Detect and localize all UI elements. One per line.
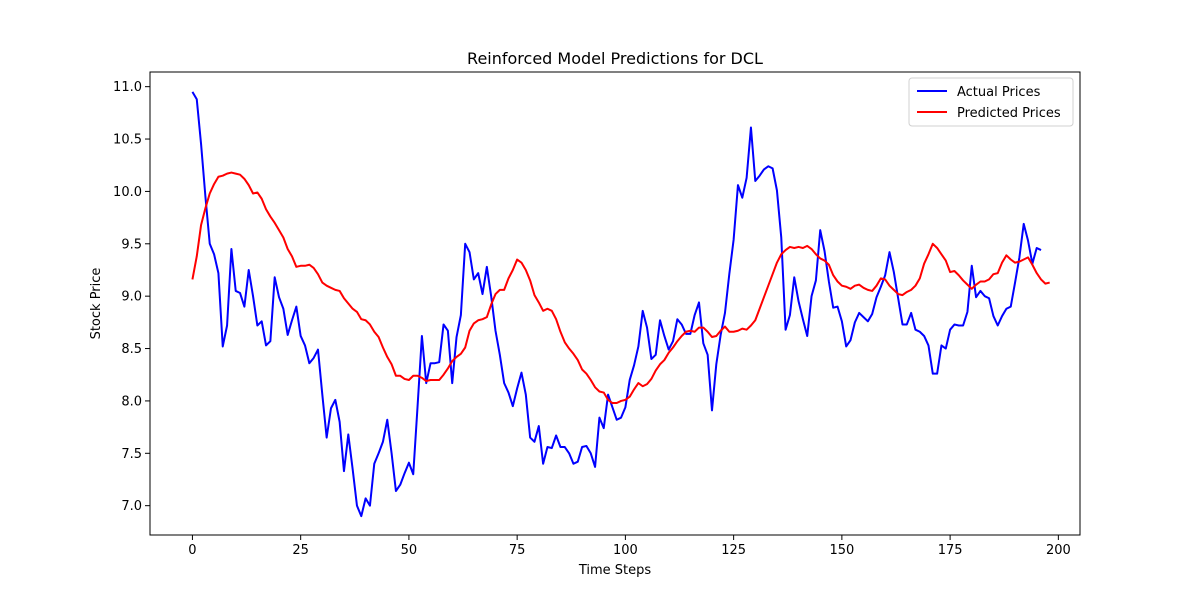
x-tick-label: 175 <box>938 543 963 558</box>
x-tick-label: 0 <box>188 543 196 558</box>
x-tick-label: 100 <box>613 543 638 558</box>
y-axis-label: Stock Price <box>89 268 104 340</box>
x-tick-label: 125 <box>721 543 746 558</box>
y-tick-label: 10.5 <box>113 133 142 148</box>
x-tick-label: 75 <box>509 543 526 558</box>
legend-label-actual: Actual Prices <box>957 85 1041 100</box>
y-tick-label: 8.5 <box>121 342 142 357</box>
plot-area <box>191 91 1050 518</box>
series-line-predicted <box>191 171 1050 405</box>
y-tick-label: 10.0 <box>113 185 142 200</box>
y-tick-label: 7.5 <box>121 447 142 462</box>
axes-frame <box>149 71 1081 536</box>
legend-frame <box>908 77 1074 127</box>
y-tick-label: 9.5 <box>121 237 142 252</box>
x-tick-label: 200 <box>1046 543 1071 558</box>
x-axis: 0 25 50 75 100 125 150 175 200 <box>188 535 1071 558</box>
y-tick-label: 8.0 <box>121 394 142 409</box>
x-tick-label: 25 <box>292 543 309 558</box>
y-tick-label: 7.0 <box>121 499 142 514</box>
x-tick-label: 50 <box>401 543 418 558</box>
x-axis-label: Time Steps <box>578 563 652 578</box>
legend-label-predicted: Predicted Prices <box>957 106 1061 121</box>
y-axis: 7.0 7.5 8.0 8.5 9.0 9.5 10.0 10.5 11.0 <box>113 80 150 514</box>
y-tick-label: 9.0 <box>121 290 142 305</box>
y-tick-label: 11.0 <box>113 80 142 95</box>
chart-title: Reinforced Model Predictions for DCL <box>467 49 763 68</box>
series-line-actual <box>191 91 1042 518</box>
x-tick-label: 150 <box>829 543 854 558</box>
legend: Actual Prices Predicted Prices <box>908 77 1074 127</box>
